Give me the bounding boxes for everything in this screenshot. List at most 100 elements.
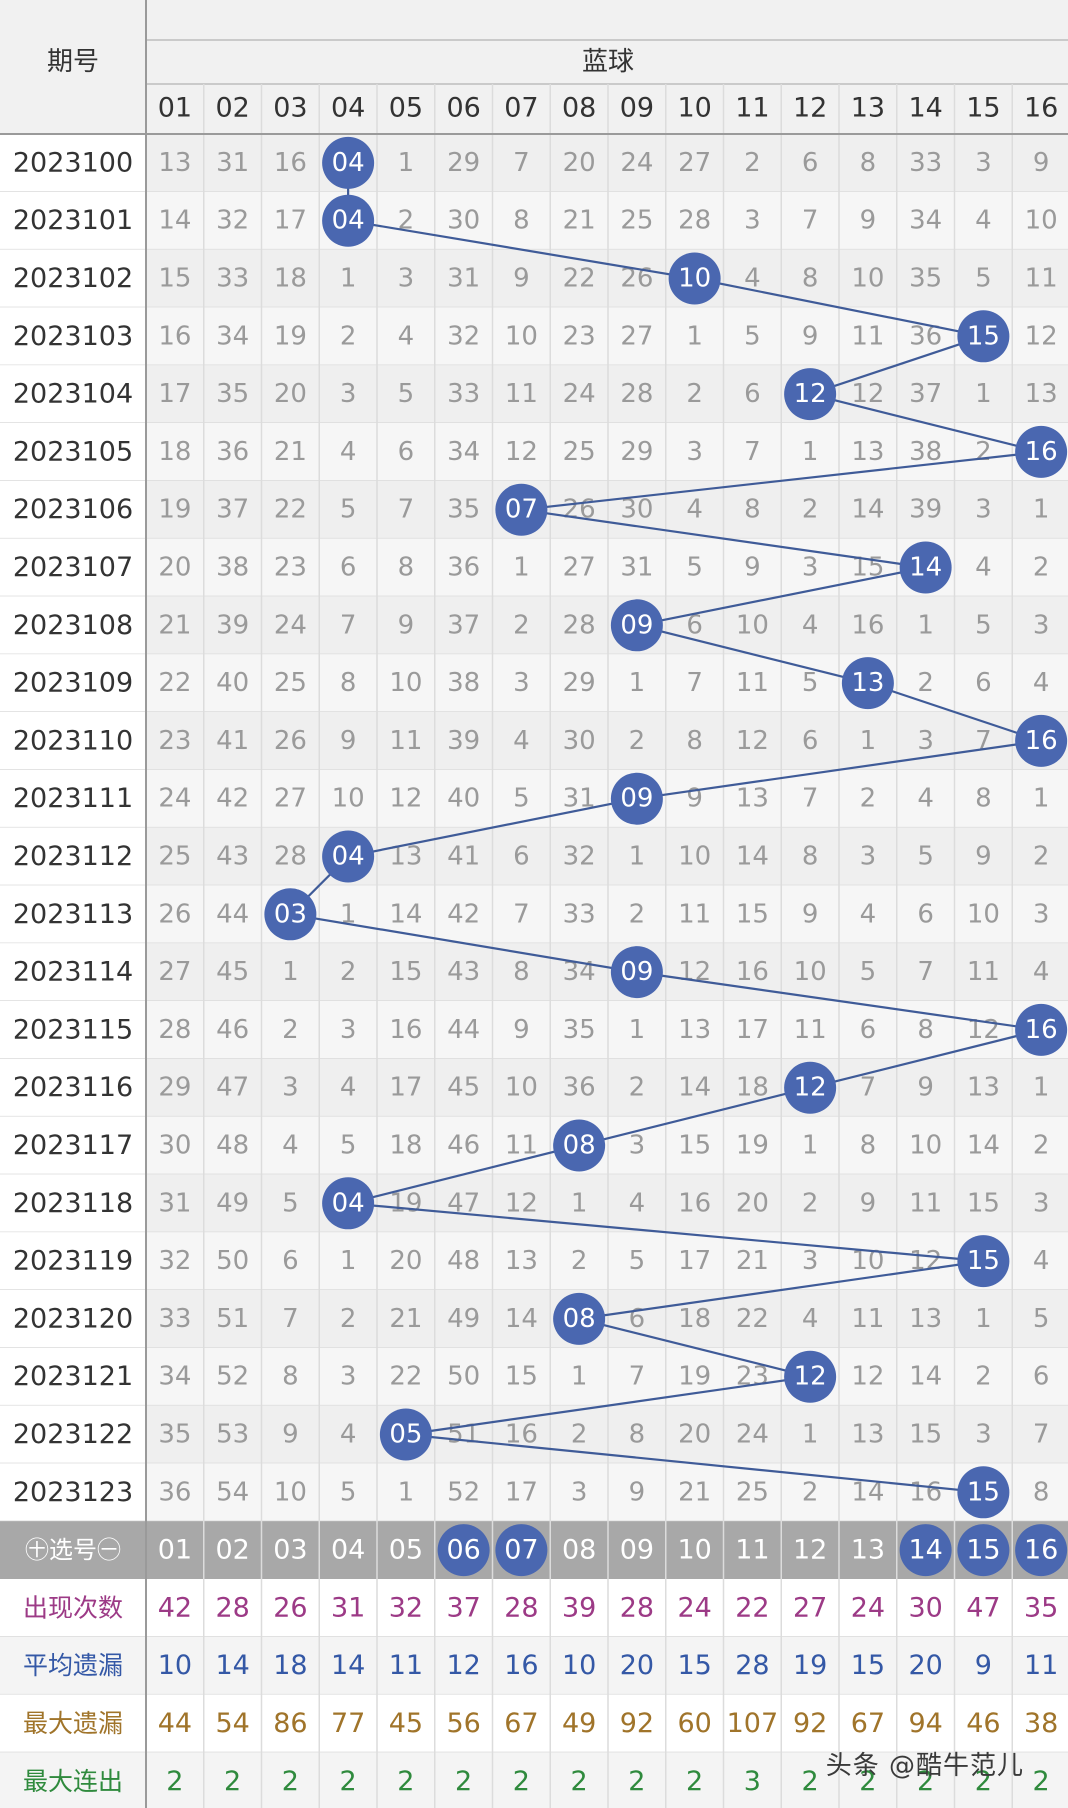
- miss-value: 6: [917, 899, 934, 929]
- stats-value: 2: [397, 1766, 414, 1797]
- trend-line-layer: [289, 162, 1042, 1494]
- miss-value: 2: [802, 1477, 819, 1507]
- drawn-ball-number: 15: [967, 1246, 1000, 1276]
- miss-value: 8: [860, 148, 877, 178]
- drawn-ball: [379, 1408, 432, 1461]
- period-cell: [0, 307, 146, 366]
- miss-value: 1: [629, 1015, 646, 1045]
- period-label: 2023119: [13, 1246, 133, 1277]
- miss-value: 18: [678, 1304, 711, 1334]
- stats-value: 47: [966, 1592, 1000, 1623]
- select-row-label: ㊉选号㊀: [25, 1536, 121, 1564]
- miss-value: 1: [802, 1420, 819, 1450]
- stats-row-background: [0, 1636, 1068, 1695]
- miss-value: 14: [505, 1304, 538, 1334]
- period-cell: [0, 480, 146, 539]
- miss-value: 9: [802, 321, 819, 351]
- drawn-ball: [610, 772, 663, 825]
- miss-value: 6: [975, 668, 992, 698]
- miss-value: 2: [513, 610, 530, 640]
- miss-value: 25: [563, 437, 596, 467]
- miss-value: 9: [340, 726, 357, 756]
- miss-value: 4: [975, 553, 992, 583]
- miss-value: 38: [216, 553, 249, 583]
- period-cell: [0, 1058, 146, 1117]
- miss-value: 2: [340, 321, 357, 351]
- stats-value: 2: [571, 1766, 588, 1797]
- select-number: 16: [1024, 1535, 1058, 1566]
- column-header: 11: [735, 93, 769, 124]
- miss-value: 41: [216, 726, 249, 756]
- miss-value: 17: [736, 1015, 769, 1045]
- miss-value: 1: [686, 321, 703, 351]
- miss-value: 25: [274, 668, 307, 698]
- period-label: 2023116: [13, 1072, 133, 1103]
- miss-value: 49: [447, 1304, 480, 1334]
- miss-value: 34: [447, 437, 480, 467]
- miss-value: 7: [340, 610, 357, 640]
- miss-value: 12: [851, 1362, 884, 1392]
- miss-value: 2: [340, 1304, 357, 1334]
- miss-value: 7: [802, 784, 819, 814]
- drawn-ball-number: 03: [274, 899, 307, 929]
- miss-value: 4: [340, 437, 357, 467]
- stats-value: 45: [389, 1708, 423, 1739]
- trend-segment: [867, 682, 1042, 742]
- miss-value: 6: [629, 1304, 646, 1334]
- miss-value: 7: [802, 206, 819, 236]
- period-label: 2023106: [13, 494, 133, 525]
- miss-value: 5: [975, 264, 992, 294]
- miss-value: 17: [505, 1477, 538, 1507]
- group-header: 蓝球: [582, 47, 634, 77]
- period-cell: [0, 885, 146, 944]
- stats-value: 28: [735, 1650, 769, 1681]
- miss-value: 8: [802, 264, 819, 294]
- miss-value: 25: [736, 1477, 769, 1507]
- stats-value: 15: [677, 1650, 711, 1681]
- miss-value: 21: [389, 1304, 422, 1334]
- miss-value: 4: [802, 1304, 819, 1334]
- miss-value: 9: [860, 1188, 877, 1218]
- drawn-ball: [495, 483, 548, 536]
- period-label: 2023113: [13, 899, 133, 930]
- period-label: 2023117: [13, 1130, 133, 1161]
- miss-value: 5: [1033, 1304, 1050, 1334]
- miss-value: 10: [736, 610, 769, 640]
- stats-value: 14: [215, 1650, 249, 1681]
- stats-row-background: [0, 1752, 1068, 1808]
- miss-value: 52: [216, 1362, 249, 1392]
- miss-value: 1: [917, 610, 934, 640]
- miss-value: 6: [802, 726, 819, 756]
- miss-value: 3: [340, 1362, 357, 1392]
- miss-value: 8: [513, 206, 530, 236]
- miss-value: 24: [158, 784, 191, 814]
- period-label: 2023123: [13, 1477, 133, 1508]
- miss-value: 4: [340, 1420, 357, 1450]
- select-number: 10: [677, 1535, 711, 1566]
- row-background: [146, 134, 1068, 192]
- miss-value: 10: [678, 842, 711, 872]
- row-background: [146, 423, 1068, 481]
- miss-value: 31: [216, 148, 249, 178]
- miss-value: 49: [216, 1188, 249, 1218]
- stats-value: 56: [446, 1708, 480, 1739]
- miss-value: 2: [571, 1420, 588, 1450]
- stats-value: 2: [340, 1766, 357, 1797]
- trend-segment: [636, 624, 869, 685]
- miss-value: 3: [860, 842, 877, 872]
- drawn-ball-number: 08: [563, 1131, 596, 1161]
- drawn-ball: [899, 541, 952, 594]
- miss-value: 14: [736, 842, 769, 872]
- miss-value: 7: [282, 1304, 299, 1334]
- miss-value: 9: [629, 1477, 646, 1507]
- stats-value: 86: [273, 1708, 307, 1739]
- miss-value: 3: [340, 379, 357, 409]
- miss-value: 2: [398, 206, 415, 236]
- miss-value: 50: [216, 1246, 249, 1276]
- row-background: [146, 191, 1068, 250]
- drawn-ball: [322, 830, 375, 883]
- miss-value: 51: [216, 1304, 249, 1334]
- miss-value: 5: [802, 668, 819, 698]
- miss-value: 18: [389, 1131, 422, 1161]
